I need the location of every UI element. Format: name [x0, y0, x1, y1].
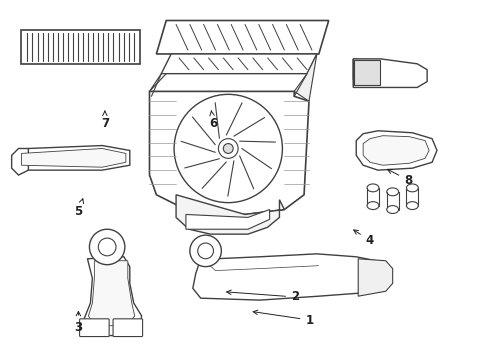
Circle shape: [89, 229, 124, 265]
Ellipse shape: [406, 184, 417, 192]
Polygon shape: [149, 91, 308, 215]
Polygon shape: [12, 148, 28, 175]
Text: 7: 7: [101, 111, 109, 130]
Text: 3: 3: [74, 311, 82, 334]
Text: 2: 2: [226, 290, 299, 303]
Text: 1: 1: [253, 310, 313, 327]
Circle shape: [223, 144, 233, 153]
Circle shape: [197, 243, 213, 259]
Ellipse shape: [406, 202, 417, 210]
FancyBboxPatch shape: [80, 319, 109, 337]
Bar: [21, 30, 140, 64]
Ellipse shape: [366, 184, 378, 192]
Polygon shape: [294, 54, 316, 101]
Circle shape: [189, 235, 221, 267]
Polygon shape: [352, 59, 411, 80]
Polygon shape: [176, 195, 284, 234]
Polygon shape: [352, 59, 426, 87]
Polygon shape: [156, 21, 328, 54]
Polygon shape: [21, 148, 125, 167]
Polygon shape: [88, 261, 135, 326]
Text: 5: 5: [74, 199, 83, 219]
Polygon shape: [358, 259, 392, 296]
Bar: [352, 59, 380, 86]
Polygon shape: [192, 254, 385, 300]
Text: 8: 8: [387, 169, 411, 186]
Polygon shape: [149, 74, 166, 91]
Polygon shape: [363, 136, 428, 165]
Ellipse shape: [366, 202, 378, 210]
Polygon shape: [161, 54, 316, 74]
Bar: [353, 60, 379, 85]
Polygon shape: [356, 131, 436, 170]
Circle shape: [218, 139, 238, 158]
FancyBboxPatch shape: [113, 319, 142, 337]
Ellipse shape: [386, 206, 398, 213]
Polygon shape: [19, 145, 129, 170]
Circle shape: [98, 238, 116, 256]
Text: 6: 6: [209, 111, 217, 130]
Polygon shape: [81, 257, 142, 336]
Polygon shape: [185, 210, 269, 229]
Circle shape: [174, 94, 282, 203]
Ellipse shape: [386, 188, 398, 196]
Text: 4: 4: [353, 230, 373, 247]
